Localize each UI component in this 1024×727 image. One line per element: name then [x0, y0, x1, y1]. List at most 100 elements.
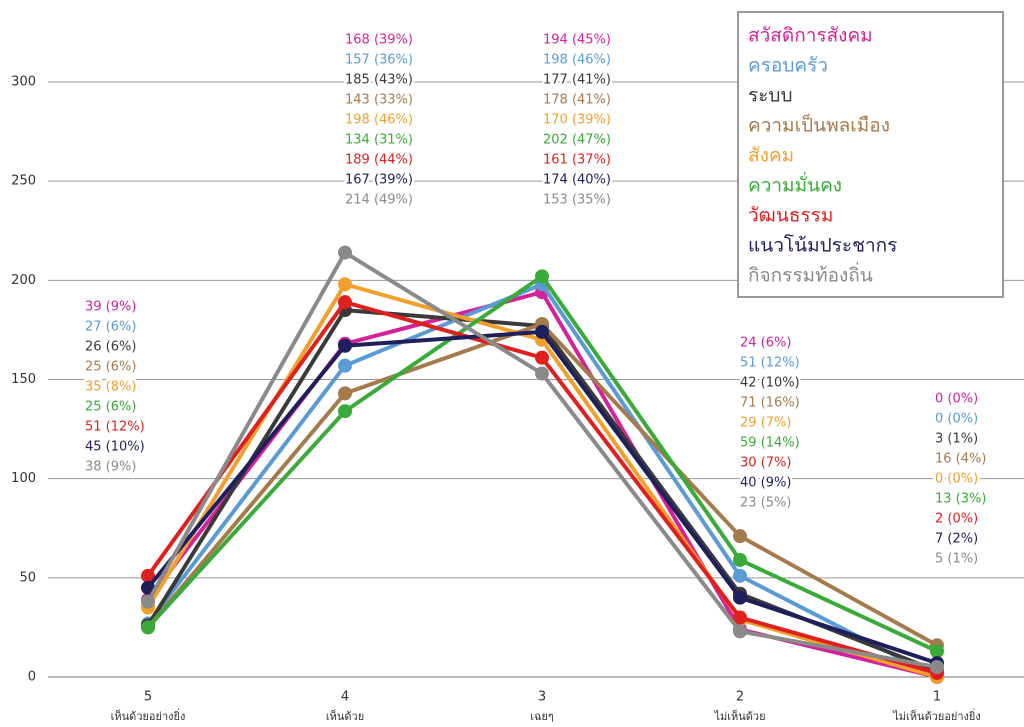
legend-entry: วัฒนธรรม	[748, 205, 833, 227]
line	[146, 250, 938, 670]
marker	[141, 568, 155, 583]
marker	[141, 594, 155, 609]
x-tick-label: 2	[736, 690, 744, 705]
value-label: 198 (46%)	[543, 53, 611, 68]
value-label: 3 (1%)	[935, 432, 978, 447]
grid: 0 50 100 150 200 250 300 5 เห็นด้วยอย่างยิ่ง 4 เห็…	[11, 75, 1024, 723]
value-label: 177 (41%)	[543, 73, 611, 88]
value-label: 51 (12%)	[85, 420, 145, 435]
value-label: 7 (2%)	[935, 532, 978, 547]
marker	[733, 529, 747, 544]
value-label: 167 (39%)	[345, 173, 413, 188]
x-tick-sublabel: ไม่เห็นด้วย	[713, 709, 765, 723]
y-tick-label: 200	[11, 273, 36, 288]
value-label: 35 (8%)	[85, 380, 136, 395]
legend-entry: ความเป็นพลเมือง	[748, 113, 890, 137]
x-tick-sublabel: เห็นด้วยอย่างยิ่ง	[111, 708, 186, 723]
value-label: 59 (14%)	[740, 436, 800, 451]
value-label: 143 (33%)	[345, 93, 413, 108]
legend-entry: แนวโน้มประชากร	[748, 234, 897, 257]
value-label: 39 (9%)	[85, 300, 136, 315]
lines	[141, 245, 944, 684]
legend-entry: ความมั่นคง	[748, 172, 842, 197]
value-label: 51 (12%)	[740, 356, 800, 371]
x-tick-label: 1	[933, 690, 941, 705]
value-label: 198 (46%)	[345, 113, 413, 128]
marker	[338, 358, 352, 373]
value-label: 26 (6%)	[85, 340, 136, 355]
marker	[733, 610, 747, 625]
value-label: 194 (45%)	[543, 33, 611, 48]
value-label: 178 (41%)	[543, 93, 611, 108]
value-label: 5 (1%)	[935, 552, 978, 567]
value-label: 25 (6%)	[85, 360, 136, 375]
legend-entry: สังคม	[748, 145, 794, 167]
x-tick-label: 5	[144, 690, 152, 705]
marker	[733, 590, 747, 605]
value-label: 23 (5%)	[740, 496, 791, 511]
value-label: 214 (49%)	[345, 193, 413, 208]
y-tick-label: 50	[19, 570, 36, 585]
marker	[535, 269, 549, 284]
value-label: 25 (6%)	[85, 400, 136, 415]
value-label: 71 (16%)	[740, 396, 800, 411]
marker	[141, 580, 155, 595]
marker	[535, 324, 549, 339]
marker	[733, 568, 747, 583]
value-label: 189 (44%)	[345, 153, 413, 168]
legend-entry: สวัสดิการสังคม	[748, 25, 873, 47]
x-tick-label: 4	[341, 690, 349, 705]
value-label: 38 (9%)	[85, 460, 136, 475]
marker	[338, 386, 352, 401]
value-label: 174 (40%)	[543, 173, 611, 188]
value-label: 13 (3%)	[935, 492, 986, 507]
marker	[733, 552, 747, 567]
value-label: 202 (47%)	[543, 133, 611, 148]
marker	[733, 624, 747, 639]
x-tick-sublabel: เห็นด้วย	[326, 709, 364, 723]
value-labels: 39 (9%) 168 (39%) 194 (45%) 24 (6%) 0 (0%) 27…	[83, 30, 989, 569]
marker	[338, 338, 352, 353]
legend-box	[737, 11, 1004, 298]
marker	[338, 295, 352, 310]
marker	[338, 404, 352, 419]
y-tick-label: 250	[11, 174, 36, 189]
value-label: 0 (0%)	[935, 392, 978, 407]
marker	[930, 660, 944, 675]
legend: สวัสดิการสังคมครอบครัวระบบความเป็นพลเมือ…	[748, 25, 897, 287]
legend-entry: ระบบ	[748, 85, 793, 107]
value-label: 0 (0%)	[935, 412, 978, 427]
y-tick-label: 300	[11, 75, 36, 90]
marker	[930, 644, 944, 659]
marker	[535, 366, 549, 381]
value-label: 0 (0%)	[935, 472, 978, 487]
value-label: 45 (10%)	[85, 440, 145, 455]
marker	[535, 350, 549, 365]
value-label: 157 (36%)	[345, 53, 413, 68]
legend-entry: ครอบครัว	[748, 55, 828, 77]
value-label: 153 (35%)	[543, 193, 611, 208]
y-tick-label: 0	[28, 670, 36, 685]
y-tick-label: 150	[11, 372, 36, 387]
value-label: 40 (9%)	[740, 476, 791, 491]
value-label: 168 (39%)	[345, 33, 413, 48]
marker	[338, 277, 352, 292]
marker	[141, 620, 155, 635]
y-tick-label: 100	[11, 471, 36, 486]
value-label: 2 (0%)	[935, 512, 978, 527]
legend-entry: กิจกรรมท้องถิ่น	[748, 262, 873, 287]
x-tick-sublabel: ไม่เห็นด้วยอย่างยิ่ง	[892, 708, 981, 723]
value-label: 29 (7%)	[740, 416, 791, 431]
x-tick-sublabel: เฉยๆ	[530, 710, 554, 723]
value-label: 134 (31%)	[345, 133, 413, 148]
value-label: 185 (43%)	[345, 73, 413, 88]
value-label: 16 (4%)	[935, 452, 986, 467]
x-tick-label: 3	[538, 690, 546, 705]
value-label: 161 (37%)	[543, 153, 611, 168]
value-label: 42 (10%)	[740, 376, 800, 391]
value-label: 24 (6%)	[740, 336, 791, 351]
value-label: 170 (39%)	[543, 113, 611, 128]
marker	[338, 245, 352, 260]
value-label: 30 (7%)	[740, 456, 791, 471]
